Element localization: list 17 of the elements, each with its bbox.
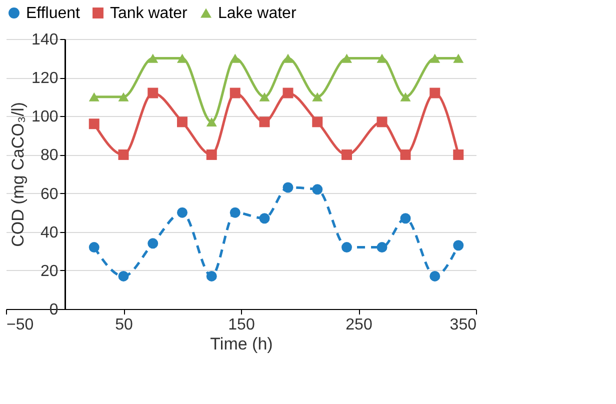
y-axis-title: COD (mg CaCO₃/l) bbox=[8, 102, 28, 247]
y-tick-label: 20 bbox=[40, 262, 58, 280]
x-tick-label: 150 bbox=[228, 316, 255, 334]
y-tick-label: 140 bbox=[32, 32, 58, 48]
x-axis-title: Time (h) bbox=[210, 334, 273, 354]
y-tick-label: 60 bbox=[40, 186, 58, 203]
y-tick-label: 40 bbox=[40, 224, 58, 242]
legend-label: Tank water bbox=[110, 5, 188, 22]
legend-label: Lake water bbox=[218, 5, 297, 22]
x-tick-label: 350 bbox=[450, 316, 477, 334]
x-tick-label: 50 bbox=[115, 316, 133, 334]
y-tick-label: 80 bbox=[40, 147, 58, 164]
y-tick-label: 120 bbox=[32, 70, 58, 88]
x-tick-label: −50 bbox=[6, 316, 34, 334]
x-tick-label: 250 bbox=[346, 316, 372, 334]
legend-label: Effluent bbox=[26, 5, 81, 22]
y-tick-label: 100 bbox=[32, 108, 58, 126]
